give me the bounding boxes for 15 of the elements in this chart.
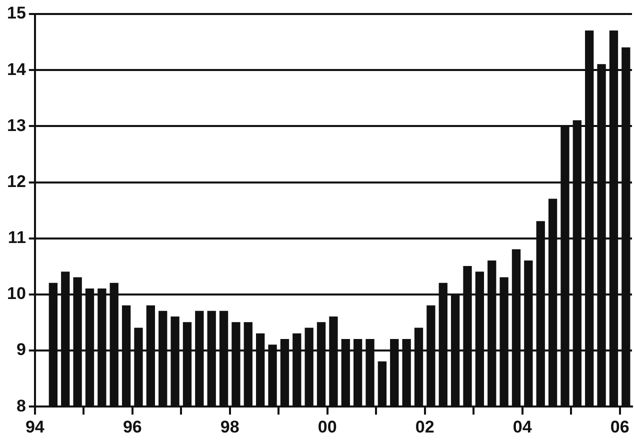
x-tick-label: 94	[25, 417, 45, 436]
y-tick-label: 10	[6, 284, 26, 304]
y-tick-label: 9	[16, 340, 26, 360]
y-tick-label: 13	[6, 116, 26, 135]
x-tick-label: 96	[122, 417, 142, 436]
y-tick-label: 11	[8, 228, 26, 248]
x-tick-label: 02	[415, 417, 434, 436]
x-tick-label: 00	[318, 417, 337, 436]
x-tick-label: 06	[610, 417, 630, 436]
x-tick-label: 98	[220, 417, 240, 436]
y-tick-label: 14	[6, 60, 26, 79]
x-tick-label: 04	[512, 417, 532, 436]
y-tick-label: 8	[16, 396, 26, 416]
y-tick-label: 15	[6, 4, 26, 23]
y-tick-label: 12	[6, 172, 26, 191]
